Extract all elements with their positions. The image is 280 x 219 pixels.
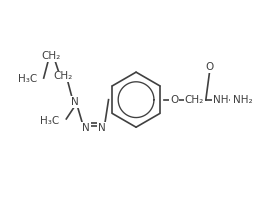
Text: O: O — [206, 62, 214, 72]
Text: CH₂: CH₂ — [54, 71, 73, 81]
Text: N: N — [71, 97, 79, 107]
Text: H₃C: H₃C — [18, 74, 37, 84]
Text: N: N — [82, 123, 90, 133]
Text: NH₂: NH₂ — [233, 95, 253, 105]
Text: CH₂: CH₂ — [41, 51, 60, 61]
Text: N: N — [98, 123, 106, 133]
Text: O: O — [170, 95, 179, 105]
Text: H₃C: H₃C — [40, 116, 59, 126]
Text: NH: NH — [213, 95, 228, 105]
Text: CH₂: CH₂ — [185, 95, 204, 105]
